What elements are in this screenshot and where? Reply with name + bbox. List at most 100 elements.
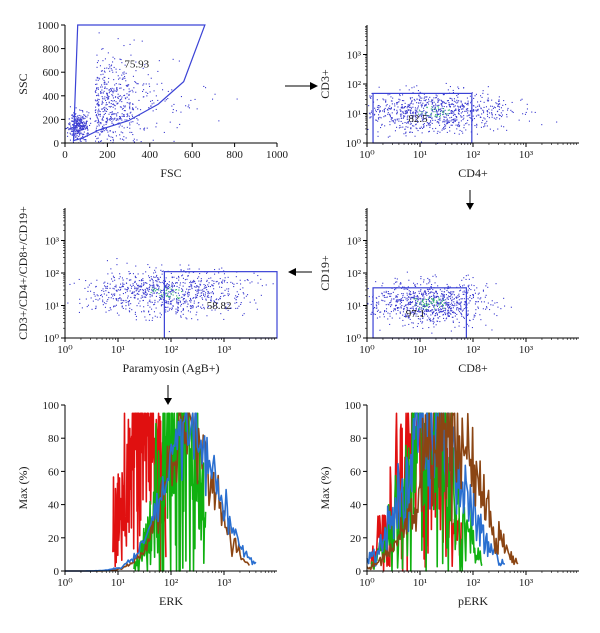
event-dot-p4: [148, 277, 150, 279]
event-dot-p4: [121, 306, 123, 308]
event-dot-p3: [374, 313, 376, 315]
x-tick-label-p3: 10⁰: [359, 344, 375, 356]
event-dot-p2: [531, 111, 533, 113]
event-dot-p1: [74, 118, 76, 120]
event-dot-p1: [109, 130, 111, 132]
event-dot-p4: [166, 295, 168, 297]
event-dot-p2: [416, 98, 418, 100]
event-dot-p3: [401, 305, 403, 307]
event-dot-p4: [153, 304, 155, 306]
event-dot-p1: [111, 87, 113, 89]
event-dot-p1: [72, 131, 74, 133]
event-dot-p2: [415, 111, 417, 113]
event-dot-p1: [75, 122, 77, 124]
event-dot-p1: [79, 118, 81, 120]
event-dot-p4: [189, 282, 191, 284]
event-dot-p1: [118, 95, 120, 97]
event-dot-p1: [104, 87, 106, 89]
event-dot-p4: [199, 283, 201, 285]
event-dot-p4: [237, 296, 239, 298]
event-dot-p4: [224, 303, 226, 305]
y-axis-title-p1: SSC: [16, 73, 30, 94]
event-dot-p2: [419, 96, 421, 98]
event-dot-p2: [379, 106, 381, 108]
event-dot-p3: [510, 306, 512, 308]
event-dot-p3: [395, 281, 397, 283]
event-dot-p4: [141, 296, 143, 298]
event-dot-p4: [112, 293, 114, 295]
event-dot-p4: [162, 295, 164, 297]
event-dot-p1: [128, 98, 130, 100]
event-dot-p3: [439, 316, 441, 318]
event-dot-p4: [128, 273, 130, 275]
event-dot-p4: [187, 275, 189, 277]
event-dot-p2: [370, 112, 372, 114]
event-dot-p1: [74, 132, 76, 134]
event-dot-p4: [202, 289, 204, 291]
event-dot-p1: [102, 92, 104, 94]
event-dot-p3: [460, 313, 462, 315]
event-dot-p3: [453, 312, 455, 314]
event-dot-p1: [85, 128, 87, 130]
event-dot-p2: [392, 97, 394, 99]
event-dot-p3: [387, 291, 389, 293]
event-dot-p1: [88, 112, 90, 114]
event-dot-p4: [257, 282, 259, 284]
event-dot-p4: [184, 279, 186, 281]
event-dot-p2: [431, 100, 433, 102]
event-dot-p2: [415, 123, 417, 125]
event-dot-p1: [127, 84, 129, 86]
event-dot-p2: [435, 97, 437, 99]
event-dot-p4: [175, 292, 177, 294]
event-dot-p3: [420, 320, 422, 322]
event-dot-p1: [96, 103, 98, 105]
event-dot-p4: [192, 271, 194, 273]
event-dot-p3: [426, 310, 428, 312]
event-dot-p1: [102, 111, 104, 113]
event-dot-p2: [453, 111, 455, 113]
event-dot-p2: [486, 99, 488, 101]
event-dot-p1: [119, 124, 121, 126]
event-dot-p4: [156, 283, 158, 285]
event-dot-p3: [397, 299, 399, 301]
event-dot-p2: [436, 116, 438, 118]
event-dot-p3: [468, 302, 470, 304]
event-dot-p3: [447, 302, 449, 304]
event-dot-p1: [117, 118, 119, 120]
event-dot-p1: [71, 117, 73, 119]
event-dot-p2: [421, 104, 423, 106]
event-dot-p3: [469, 295, 471, 297]
event-dot-p1: [69, 139, 71, 141]
event-dot-p1: [65, 127, 67, 129]
event-dot-p4: [200, 281, 202, 283]
event-dot-p3: [458, 308, 460, 310]
event-dot-p2: [461, 130, 463, 132]
event-dot-p4: [156, 289, 158, 291]
event-dot-p1: [155, 108, 157, 110]
event-dot-p3: [454, 326, 456, 328]
event-dot-p1: [116, 103, 118, 105]
event-dot-p3: [459, 286, 461, 288]
event-dot-p2: [403, 115, 405, 117]
event-dot-p1: [119, 106, 121, 108]
event-dot-p3: [390, 311, 392, 313]
event-dot-p4: [119, 289, 121, 291]
event-dot-p1: [148, 83, 150, 85]
event-dot-p3: [404, 296, 406, 298]
event-dot-p1: [205, 87, 207, 89]
event-dot-p4: [135, 288, 137, 290]
event-dot-p3: [412, 307, 414, 309]
event-dot-p2: [377, 135, 379, 137]
event-dot-p2: [416, 110, 418, 112]
event-dot-p3: [429, 279, 431, 281]
x-tick-label-p3: 10²: [466, 344, 481, 356]
event-dot-p4: [168, 309, 170, 311]
event-dot-p4: [207, 305, 209, 307]
event-dot-p4: [190, 285, 192, 287]
event-dot-p2: [461, 116, 463, 118]
event-dot-p1: [128, 84, 130, 86]
event-dot-p1: [135, 61, 137, 63]
event-dot-p4: [227, 309, 229, 311]
event-dot-p4: [85, 298, 87, 300]
event-dot-p1: [98, 104, 100, 106]
